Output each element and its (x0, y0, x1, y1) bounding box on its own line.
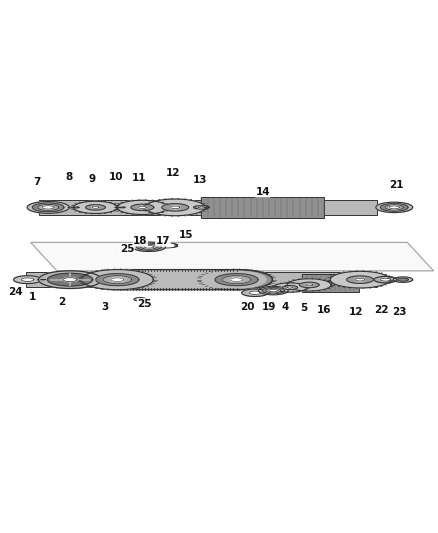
Polygon shape (287, 287, 293, 288)
Polygon shape (230, 278, 243, 281)
Polygon shape (116, 207, 125, 208)
Polygon shape (355, 278, 365, 281)
Polygon shape (198, 207, 205, 208)
Text: 23: 23 (392, 306, 407, 317)
Text: 22: 22 (374, 305, 389, 316)
Text: 2: 2 (58, 297, 65, 308)
Polygon shape (306, 284, 313, 286)
Polygon shape (138, 206, 146, 208)
Polygon shape (63, 278, 77, 281)
Polygon shape (346, 276, 374, 284)
Polygon shape (374, 277, 397, 283)
Polygon shape (242, 289, 268, 296)
Polygon shape (393, 277, 413, 282)
Polygon shape (74, 201, 117, 214)
Polygon shape (111, 278, 124, 281)
Polygon shape (215, 273, 258, 286)
Polygon shape (201, 270, 272, 290)
Polygon shape (145, 199, 205, 216)
Polygon shape (96, 273, 139, 286)
Polygon shape (137, 243, 162, 251)
Polygon shape (81, 270, 153, 290)
Text: 18: 18 (133, 236, 148, 246)
Polygon shape (92, 206, 99, 208)
Polygon shape (132, 242, 166, 252)
Polygon shape (249, 291, 261, 294)
Text: 14: 14 (255, 187, 270, 197)
Text: 13: 13 (192, 175, 207, 185)
Polygon shape (302, 274, 359, 292)
Polygon shape (103, 276, 132, 284)
Polygon shape (258, 286, 288, 295)
Text: 1: 1 (29, 292, 36, 302)
Polygon shape (47, 273, 93, 286)
Polygon shape (273, 283, 307, 292)
Polygon shape (41, 279, 45, 280)
Polygon shape (141, 245, 157, 249)
Polygon shape (81, 270, 272, 290)
Text: 16: 16 (317, 305, 332, 316)
Polygon shape (68, 207, 79, 208)
Polygon shape (381, 204, 408, 211)
Polygon shape (269, 289, 278, 292)
Polygon shape (222, 276, 251, 284)
Text: 20: 20 (240, 302, 255, 312)
Polygon shape (42, 206, 54, 209)
Text: 12: 12 (166, 168, 180, 178)
Text: 4: 4 (281, 302, 288, 312)
Polygon shape (26, 272, 377, 287)
Polygon shape (32, 203, 64, 212)
Polygon shape (194, 206, 209, 209)
Polygon shape (88, 271, 266, 288)
Text: 10: 10 (109, 172, 124, 182)
Polygon shape (398, 278, 408, 281)
Polygon shape (39, 200, 377, 215)
Polygon shape (134, 297, 146, 301)
Polygon shape (31, 243, 434, 271)
Polygon shape (385, 205, 403, 210)
Text: 5: 5 (300, 303, 307, 313)
Polygon shape (38, 279, 48, 280)
Text: 21: 21 (389, 181, 404, 190)
Polygon shape (170, 206, 180, 209)
Text: 25: 25 (120, 244, 134, 254)
Polygon shape (117, 200, 168, 214)
Polygon shape (39, 271, 102, 288)
Polygon shape (144, 246, 154, 248)
Polygon shape (300, 282, 319, 288)
Polygon shape (119, 207, 123, 208)
Polygon shape (162, 204, 189, 211)
Text: 8: 8 (66, 172, 73, 182)
Polygon shape (266, 288, 281, 293)
Polygon shape (38, 205, 59, 211)
Polygon shape (287, 279, 331, 291)
Polygon shape (157, 244, 174, 247)
Text: 25: 25 (137, 298, 152, 309)
Text: 24: 24 (8, 287, 23, 297)
Polygon shape (86, 205, 105, 210)
Text: 3: 3 (102, 302, 109, 312)
Text: 11: 11 (131, 173, 146, 183)
Polygon shape (330, 271, 390, 288)
Polygon shape (201, 197, 324, 218)
Polygon shape (389, 206, 399, 209)
Polygon shape (71, 207, 76, 208)
Text: 17: 17 (155, 236, 170, 246)
Polygon shape (283, 286, 297, 289)
Polygon shape (262, 287, 285, 294)
Text: 15: 15 (179, 230, 194, 240)
Polygon shape (14, 276, 42, 284)
Text: 9: 9 (88, 174, 95, 184)
Polygon shape (153, 244, 177, 247)
Polygon shape (131, 204, 154, 211)
Polygon shape (27, 201, 69, 213)
Polygon shape (21, 278, 34, 281)
Text: 19: 19 (262, 302, 276, 312)
Polygon shape (376, 202, 413, 213)
Text: 12: 12 (348, 308, 363, 318)
Polygon shape (380, 278, 391, 281)
Text: 7: 7 (34, 177, 41, 187)
